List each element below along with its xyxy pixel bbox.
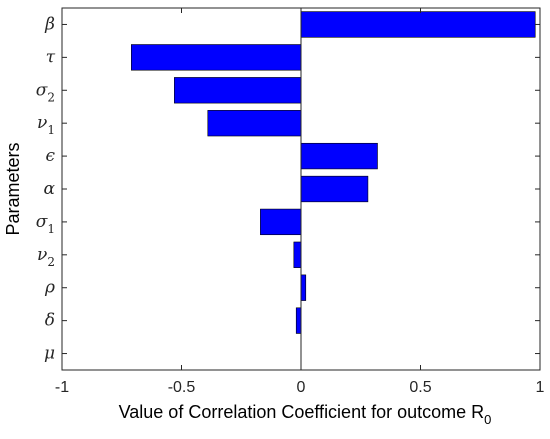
bars — [131, 11, 536, 334]
x-tick-label: -1 — [55, 379, 69, 396]
x-tick-label: 0 — [297, 379, 306, 396]
bar-0 — [300, 11, 536, 38]
category-symbol: ρ — [44, 278, 55, 298]
y-category-label-1: τ — [46, 47, 56, 67]
category-subscript: 2 — [47, 255, 55, 269]
category-symbol: μ — [44, 344, 55, 364]
bar-5 — [300, 175, 369, 203]
category-subscript: 1 — [47, 222, 55, 236]
category-symbol: β — [44, 14, 55, 34]
y-category-label-2: σ2 — [36, 80, 55, 104]
y-category-label-3: ν1 — [37, 113, 55, 137]
category-symbol: σ — [36, 80, 48, 100]
category-subscript: 2 — [47, 90, 55, 104]
y-category-label-5: α — [44, 179, 56, 199]
bar-9 — [295, 307, 302, 334]
bar-7 — [293, 241, 302, 268]
x-tick-label: 0.5 — [409, 379, 431, 396]
category-symbol: α — [44, 179, 56, 199]
y-category-label-9: δ — [45, 311, 55, 331]
category-subscript: 1 — [47, 123, 55, 137]
y-category-label-6: σ1 — [36, 212, 55, 236]
bar-1 — [131, 44, 302, 71]
y-category-label-10: μ — [44, 344, 55, 364]
category-symbol: τ — [46, 47, 56, 67]
y-category-label-8: ρ — [44, 278, 55, 298]
category-symbol: ϵ — [45, 146, 55, 166]
y-category-label-7: ν2 — [37, 245, 55, 269]
y-category-label-4: ϵ — [45, 146, 55, 166]
bar-2 — [174, 77, 302, 104]
category-symbol: σ — [36, 212, 48, 232]
x-axis-title: Value of Correlation Coefficient for out… — [119, 402, 492, 427]
bar-6 — [260, 208, 302, 236]
category-symbol: ν — [37, 245, 47, 265]
x-axis-title-text: Value of Correlation Coefficient for out… — [119, 402, 485, 422]
x-tick-label: -0.5 — [168, 379, 196, 396]
x-axis-title-subscript: 0 — [484, 412, 491, 427]
bar-8 — [300, 274, 307, 301]
bar-4 — [300, 142, 378, 170]
x-tick-label: 1 — [536, 379, 545, 396]
category-symbol: δ — [45, 311, 55, 331]
bar-3 — [207, 110, 302, 137]
category-symbol: ν — [37, 113, 47, 133]
ticks: -1 -0.5 0 0.5 1 — [55, 8, 545, 396]
y-category-label-0: β — [44, 14, 55, 34]
y-axis-title: Parameters — [3, 142, 23, 235]
